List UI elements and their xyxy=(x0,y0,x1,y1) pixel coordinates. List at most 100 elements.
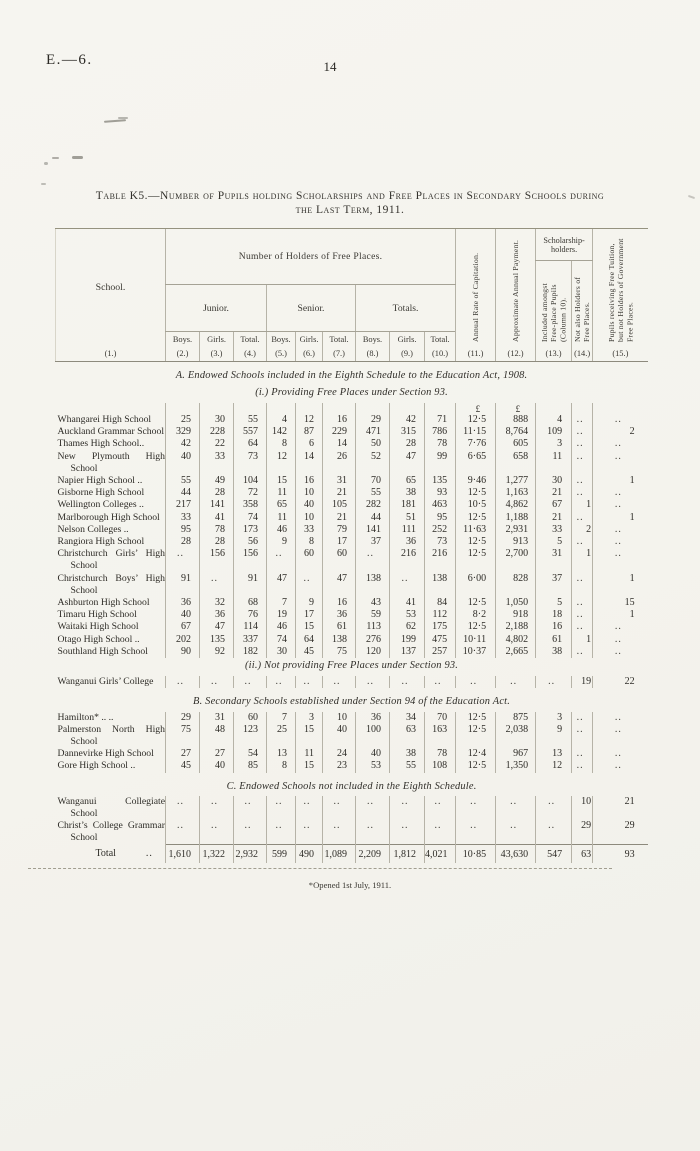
value-cell: 8 xyxy=(266,438,296,451)
school-name-cell: Wanganui Girls’ College xyxy=(56,676,166,688)
value-cell: 70 xyxy=(355,474,390,488)
value-cell: .. xyxy=(571,645,593,658)
school-name: Gore High School .. xyxy=(57,760,136,772)
value-cell: 27 xyxy=(199,748,234,761)
value-cell: 59 xyxy=(355,609,390,622)
school-name: Rangiora High School xyxy=(57,535,145,547)
value-cell: 11·15 xyxy=(455,426,496,439)
value-cell: 1,188 xyxy=(495,511,536,524)
value-cell: 68 xyxy=(233,596,267,610)
school-name-cell: Gisborne High School xyxy=(56,487,166,499)
value-cell: 16 xyxy=(535,621,572,634)
value-cell: .. xyxy=(592,723,648,749)
school-name: Gisborne High School xyxy=(57,487,145,499)
value-cell: 875 xyxy=(495,711,536,724)
value-cell: .. xyxy=(592,633,648,646)
value-cell: .. xyxy=(571,487,593,500)
value-cell: .. xyxy=(355,820,390,845)
value-cell: 163 xyxy=(423,723,456,749)
value-cell: 5 xyxy=(535,535,572,549)
value-cell: 888 xyxy=(495,413,536,427)
column-number-15: (15.) xyxy=(592,346,648,362)
value-cell: 52 xyxy=(355,450,390,475)
value-cell: .. xyxy=(423,676,456,689)
value-cell: 8 xyxy=(295,535,323,549)
value-cell: .. xyxy=(295,572,323,597)
value-cell: 48 xyxy=(199,723,234,749)
included-free-place-column-header: Included amongst Free-place Pupils (Colu… xyxy=(535,260,572,347)
value-cell: 12·5 xyxy=(455,760,496,773)
junior-girls-header: Girls. xyxy=(199,331,234,347)
total-value-cell: 43,630 xyxy=(495,844,536,864)
table-row: Dannevirke High School 27 27 54 13 11 24 40 38 78… xyxy=(56,748,648,761)
scholarship-table: School. Number of Holders of Free Places… xyxy=(55,228,648,864)
value-cell: 36 xyxy=(355,711,390,724)
value-cell: .. xyxy=(355,548,390,573)
school-column-header: School. xyxy=(55,228,166,347)
currency-symbol: £ xyxy=(495,402,536,414)
value-cell: 12·5 xyxy=(455,723,496,749)
value-cell: 202 xyxy=(165,633,200,646)
value-cell: 99 xyxy=(423,450,456,475)
value-cell: 2,188 xyxy=(495,621,536,634)
column-number-9: (9.) xyxy=(389,346,425,362)
value-cell: 22 xyxy=(592,676,648,689)
table-row: Otago High School .. 202 135 337 74 64 138 276 1… xyxy=(56,633,648,646)
value-cell: 22 xyxy=(199,438,234,451)
value-cell: 105 xyxy=(322,499,356,512)
value-cell: 605 xyxy=(495,438,536,451)
value-cell: 46 xyxy=(266,621,296,634)
school-name: Otago High School .. xyxy=(57,633,140,645)
value-cell: 15 xyxy=(295,723,323,749)
value-cell: 10·5 xyxy=(455,499,496,512)
table-row: Thames High School.. 42 22 64 8 6 14 50 28 78 7·76… xyxy=(56,438,648,451)
table-row: Waitaki High School 67 47 114 46 15 61 113 62 175… xyxy=(56,621,648,634)
value-cell: 10 xyxy=(295,487,323,500)
value-cell: 199 xyxy=(389,633,425,646)
table-header: School. Number of Holders of Free Places… xyxy=(55,228,648,362)
value-cell: 54 xyxy=(233,748,267,761)
value-cell: .. xyxy=(592,499,648,512)
value-cell: 1 xyxy=(571,548,593,573)
value-cell: .. xyxy=(455,820,496,845)
school-name-cell: Rangiora High School xyxy=(56,536,166,548)
not-holders-column-header: Not also Holders of Free Places. xyxy=(571,260,593,347)
table-row: Palmerston North High School 75 48 123 25 15 4… xyxy=(56,723,648,749)
value-cell: 30 xyxy=(199,413,234,427)
value-cell: 26 xyxy=(322,450,356,475)
value-cell: 1 xyxy=(592,572,648,597)
value-cell: 10·11 xyxy=(455,633,496,646)
value-cell: 55 xyxy=(233,413,267,427)
value-cell: 15 xyxy=(295,760,323,773)
value-cell: .. xyxy=(592,487,648,500)
value-cell: 12·5 xyxy=(455,711,496,724)
value-cell: .. xyxy=(592,450,648,475)
value-cell: 38 xyxy=(535,645,572,658)
total-value-cell: 4,021 xyxy=(423,844,456,864)
value-cell: 12·5 xyxy=(455,535,496,549)
value-cell: 31 xyxy=(199,711,234,724)
value-cell: .. xyxy=(165,676,200,689)
value-cell: 19 xyxy=(571,676,593,689)
value-cell: .. xyxy=(571,723,593,749)
table-row: Gore High School .. 45 40 85 8 15 23 53 55 108 12·… xyxy=(56,760,648,773)
value-cell: 61 xyxy=(535,633,572,646)
currency-spacer xyxy=(423,402,456,414)
value-cell: 44 xyxy=(355,511,390,524)
value-cell: 3 xyxy=(295,711,323,724)
value-cell: 33 xyxy=(295,523,323,536)
value-cell: .. xyxy=(233,820,267,845)
value-cell: 181 xyxy=(389,499,425,512)
value-cell: .. xyxy=(495,820,536,845)
total-value-cell: 1,322 xyxy=(199,844,234,864)
school-name: Wellington Colleges .. xyxy=(57,499,144,511)
value-cell: .. xyxy=(592,523,648,536)
total-value-cell: 10·85 xyxy=(455,844,496,864)
value-cell: 12·5 xyxy=(455,621,496,634)
value-cell: 3 xyxy=(535,438,572,451)
school-name: Southland High School xyxy=(57,645,148,657)
value-cell: .. xyxy=(455,676,496,689)
value-cell: .. xyxy=(571,438,593,451)
value-cell: 40 xyxy=(295,499,323,512)
value-cell: .. xyxy=(199,795,234,821)
